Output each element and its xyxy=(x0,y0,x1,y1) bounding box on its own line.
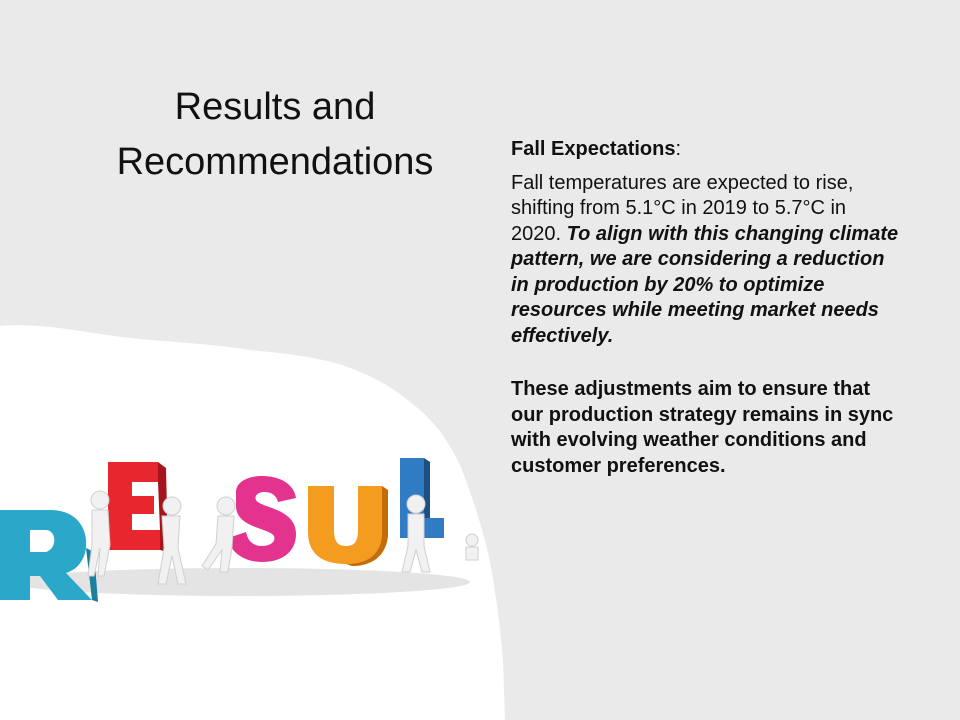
figure-1 xyxy=(87,490,111,577)
recommendation-text: To align with this changing climate patt… xyxy=(511,222,899,347)
figure-3 xyxy=(201,496,236,573)
figure-4 xyxy=(401,494,431,573)
slide-title: Results and Recommendations xyxy=(116,86,434,183)
figure-5 xyxy=(465,533,479,561)
section-heading-colon: : xyxy=(675,138,682,160)
letter-u xyxy=(308,486,388,566)
expectation-paragraph: Fall temperatures are expected to rise, … xyxy=(511,171,901,350)
section-heading: Fall Expectations xyxy=(511,138,676,160)
section-heading-line: Fall Expectations: xyxy=(511,137,901,163)
letter-r xyxy=(0,510,98,602)
figure-2 xyxy=(157,496,187,585)
content-block: Fall Expectations: Fall temperatures are… xyxy=(511,137,901,479)
summary-paragraph: These adjustments aim to ensure that our… xyxy=(511,378,894,477)
letter-s xyxy=(228,476,296,562)
expectation-text: Fall temperatures are expected to rise, … xyxy=(511,171,854,245)
